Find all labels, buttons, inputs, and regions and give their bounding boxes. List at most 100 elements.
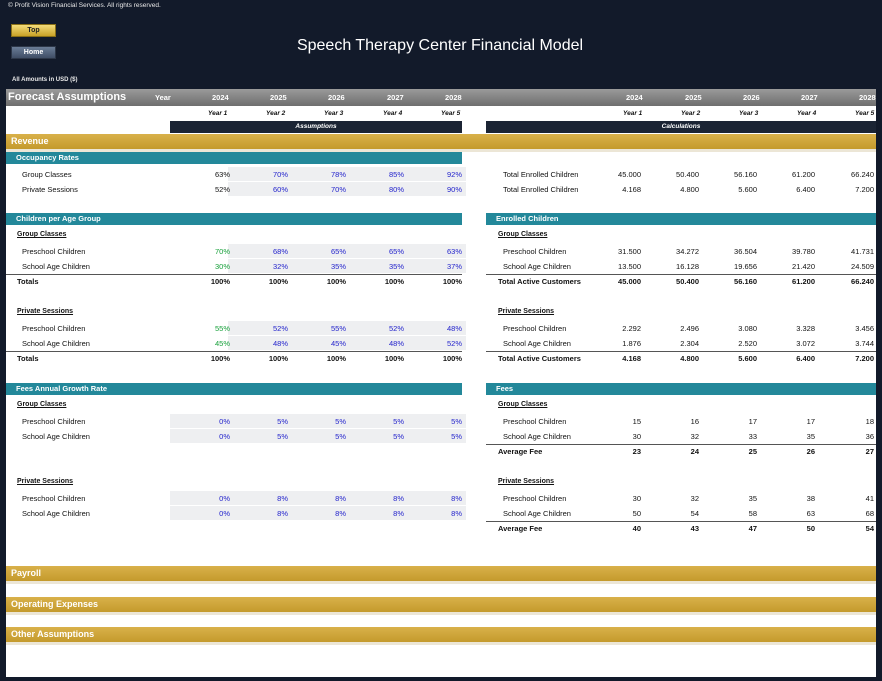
other-section-divider [6,642,876,645]
fees-private-school-label: School Age Children [503,509,571,518]
age-group-preschool-value-4[interactable]: 65% [388,247,404,256]
occupancy-group-value-5[interactable]: 92% [446,170,462,179]
occupancy-private-label: Private Sessions [22,185,78,194]
fee-growth-private-preschool-value-1[interactable]: 0% [219,494,230,503]
enrolled-group-total-value-1: 45.000 [618,277,641,286]
fee-growth-private-preschool-label: Preschool Children [22,494,86,503]
total-enrolled-group-value-5: 66.240 [851,170,874,179]
revenue-section-divider [6,149,876,152]
top-button[interactable]: Top [11,24,56,37]
age-group-preschool-value-2[interactable]: 68% [272,247,288,256]
fee-growth-private-preschool-value-2[interactable]: 8% [277,494,288,503]
age-group-total-label: Totals [17,277,39,286]
fee-growth-private-school-value-5[interactable]: 8% [451,509,462,518]
age-group-school-label: School Age Children [22,262,90,271]
fee-growth-group-school-value-3[interactable]: 5% [335,432,346,441]
total-enrolled-private-value-4: 6.400 [796,185,815,194]
fee-growth-group-preschool-value-4[interactable]: 5% [393,417,404,426]
fees-group-school-value-1: 30 [632,432,641,441]
enrolled-private-title: Private Sessions [498,308,555,315]
payroll-section-header[interactable]: Payroll [6,566,876,581]
age-group-school-value-3[interactable]: 35% [330,262,346,271]
fees-private-preschool-value-5: 41 [865,494,874,503]
fees-private-average-value-2: 43 [690,524,699,533]
left-year-4: 2027 [387,93,404,102]
age-private-preschool-input-area [228,321,466,335]
fee-growth-private-school-value-1[interactable]: 0% [219,509,230,518]
age-group-total-value-5: 100% [442,277,462,286]
age-private-school-value-2[interactable]: 48% [272,339,288,348]
revenue-section-header[interactable]: Revenue [6,134,876,149]
age-group-school-value-4[interactable]: 35% [388,262,404,271]
fee-growth-group-school-value-2[interactable]: 5% [277,432,288,441]
age-private-school-value-5[interactable]: 52% [446,339,462,348]
fee-growth-private-school-value-3[interactable]: 8% [335,509,346,518]
fee-growth-private-school-label: School Age Children [22,509,90,518]
occupancy-private-value-3[interactable]: 70% [330,185,346,194]
age-private-preschool-value-1: 55% [214,324,230,333]
fees-private-school-value-5: 68 [865,509,874,518]
fee-growth-private-school-value-4[interactable]: 8% [393,509,404,518]
fees-group-preschool-value-2: 16 [690,417,699,426]
enrolled-group-school-label: School Age Children [503,262,571,271]
enrolled-private-school-label: School Age Children [503,339,571,348]
fees-private-average-value-4: 50 [806,524,815,533]
right-yearnum-1: Year 1 [623,110,643,117]
age-group-school-value-2[interactable]: 32% [272,262,288,271]
fee-growth-group-preschool-value-1[interactable]: 0% [219,417,230,426]
fees-group-average-value-3: 25 [748,447,757,456]
right-yearnum-3: Year 3 [739,110,759,117]
age-private-total-value-2: 100% [268,354,288,363]
total-enrolled-private-value-5: 7.200 [855,185,874,194]
total-enrolled-group-value-2: 50.400 [676,170,699,179]
age-group-school-value-5[interactable]: 37% [446,262,462,271]
enrolled-private-preschool-label: Preschool Children [503,324,567,333]
age-private-school-value-4[interactable]: 48% [388,339,404,348]
currency-note: All Amounts in USD ($) [12,77,78,83]
age-group-school-value-1: 30% [214,262,230,271]
year-label: Year [155,93,171,102]
sheet-edge [876,89,882,681]
fees-private-preschool-value-3: 35 [748,494,757,503]
assumptions-band: Assumptions [170,121,462,133]
fee-growth-group-school-value-5[interactable]: 5% [451,432,462,441]
fee-growth-private-school-input-area [170,506,466,520]
fee-growth-group-preschool-value-3[interactable]: 5% [335,417,346,426]
fee-growth-private-school-value-2[interactable]: 8% [277,509,288,518]
occupancy-private-value-5[interactable]: 90% [446,185,462,194]
age-private-preschool-value-3[interactable]: 55% [330,324,346,333]
age-private-preschool-value-4[interactable]: 52% [388,324,404,333]
right-yearnum-2: Year 2 [681,110,701,117]
occupancy-group-value-2[interactable]: 70% [272,170,288,179]
fee-growth-private-preschool-value-5[interactable]: 8% [451,494,462,503]
occupancy-private-value-4[interactable]: 80% [388,185,404,194]
occupancy-rates-header: Occupancy Rates [6,152,462,164]
age-group-school-input-area [228,259,466,273]
occupancy-group-value-3[interactable]: 78% [330,170,346,179]
home-button[interactable]: Home [11,46,56,59]
age-private-school-value-3[interactable]: 45% [330,339,346,348]
fees-private-preschool-value-1: 30 [632,494,641,503]
fee-growth-private-preschool-value-3[interactable]: 8% [335,494,346,503]
age-private-preschool-value-5[interactable]: 48% [446,324,462,333]
fee-growth-private-preschool-value-4[interactable]: 8% [393,494,404,503]
enrolled-private-school-value-1: 1.876 [622,339,641,348]
fee-growth-group-preschool-value-5[interactable]: 5% [451,417,462,426]
occupancy-group-value-4[interactable]: 85% [388,170,404,179]
fees-group-school-label: School Age Children [503,432,571,441]
age-group-preschool-value-3[interactable]: 65% [330,247,346,256]
enrolled-private-preschool-value-1: 2.292 [622,324,641,333]
left-year-3: 2026 [328,93,345,102]
age-private-preschool-value-2[interactable]: 52% [272,324,288,333]
fee-growth-group-school-value-1[interactable]: 0% [219,432,230,441]
opex-section-header[interactable]: Operating Expenses [6,597,876,612]
left-year-2: 2025 [270,93,287,102]
fee-growth-group-school-value-4[interactable]: 5% [393,432,404,441]
occupancy-private-value-2[interactable]: 60% [272,185,288,194]
payroll-section-divider [6,581,876,584]
other-section-header[interactable]: Other Assumptions [6,627,876,642]
age-private-school-value-1: 45% [214,339,230,348]
fee-growth-group-preschool-value-2[interactable]: 5% [277,417,288,426]
age-group-total-value-4: 100% [384,277,404,286]
age-group-preschool-value-5[interactable]: 63% [446,247,462,256]
